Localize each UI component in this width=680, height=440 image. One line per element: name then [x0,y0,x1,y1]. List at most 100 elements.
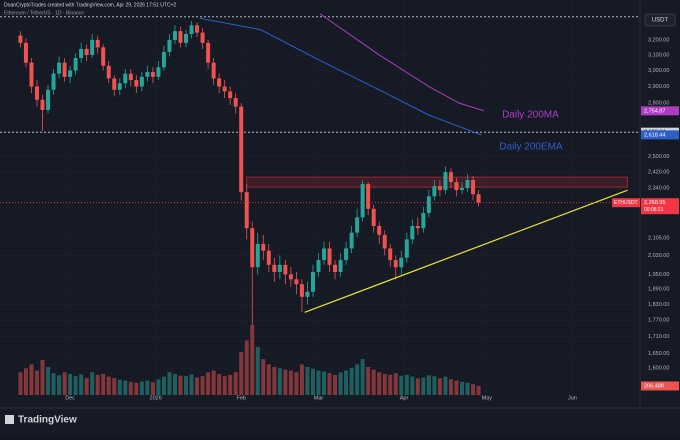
volume-bar [106,376,111,395]
volume-bar [344,370,349,395]
volume-bar [426,375,431,395]
candle-body [437,186,442,191]
y-tick-label: 2,800.00 [648,101,669,107]
volume-bar [23,368,28,395]
candle-body [18,35,23,43]
volume-bar [360,359,365,395]
candle-body [366,184,371,209]
candle-body [421,213,426,229]
candle-body [172,31,177,40]
candle-body [426,196,431,214]
volume-bar [123,380,128,395]
volume-bar [139,381,144,395]
candle-body [79,48,84,59]
candle-body [459,188,464,191]
candle-body [34,86,39,100]
volume-bar [333,374,338,395]
volume-bar [195,377,200,395]
volume-bar [57,375,62,395]
volume-bar [172,374,177,395]
volume-bar [404,374,409,395]
volume-bar [79,374,84,395]
candle-body [189,25,194,35]
candle-body [272,264,277,273]
symbol-label: ETHUSDT [614,200,638,206]
volume-bar [399,375,404,395]
candle-body [139,76,144,87]
brand: TradingView [18,415,77,426]
volume-bar [46,367,51,395]
volume-bar [161,376,166,395]
currency: USDT [652,18,669,24]
volume-bar [432,376,437,395]
volume-bar [371,369,376,395]
candle-body [255,243,260,268]
candle-body [123,73,128,84]
candle-body [283,264,288,275]
volume-bar [471,384,476,395]
candle-body [476,194,481,203]
volume-bar [200,376,205,395]
candle-body [371,208,376,227]
price-label: 2,268.95 [644,200,665,206]
countdown: 00:08:21 [644,207,664,213]
x-tick-label: Jun [568,395,577,401]
volume-bar [228,374,233,395]
y-tick-label: 2,500.00 [648,154,669,160]
candle-body [454,182,459,191]
volume-bar [90,372,95,395]
credit: DoanCryptoTrades created with TradingVie… [4,2,176,8]
volume-bar [476,385,481,395]
y-tick-label: 2,030.00 [648,253,669,259]
candle-body [84,48,89,55]
volume-bar [459,381,464,395]
y-tick-label: 2,900.00 [648,84,669,90]
candle-body [399,257,404,268]
volume-bar [18,372,23,395]
volume-bar [437,378,442,395]
candle-body [465,180,470,189]
volume-bar [393,373,398,395]
volume-bar [184,376,189,395]
candle-body [388,248,393,261]
y-tick-label: 1,950.00 [648,272,669,278]
candle-body [415,226,420,229]
y-tick-label: 2,340.00 [648,186,669,192]
volume-bar [388,374,393,395]
volume-bar [454,380,459,395]
volume-bar [310,368,315,395]
axis-labels: 3,200.00 3,100.00 3,000.00 2,900.00 2,800.00… [65,37,679,401]
volume-bar [382,374,387,395]
x-tick-label: May [482,395,493,401]
y-tick-label: 1,600.00 [648,366,669,372]
volume-bar [62,372,67,395]
candle-body [410,226,415,240]
line-annotation: Daily 200MA [502,109,559,120]
volume-bar [117,379,122,395]
volume-bar [349,367,354,395]
candle-body [360,184,365,218]
candle-body [128,73,133,81]
volume-bar [443,376,448,395]
volume-bar [355,364,360,395]
volume-bar [217,374,222,395]
volume-bar [299,364,304,395]
candle-body [266,250,271,265]
candle-body [288,274,293,280]
volume-bar [84,377,89,395]
candle-body [134,80,139,87]
volume-bar [322,371,327,395]
candle-body [432,186,437,197]
volume-bar [150,382,155,395]
candle-body [244,192,249,229]
volume-bar [305,367,310,395]
candle-body [211,62,216,79]
resistance-zone [246,176,628,188]
volume-bar [95,374,100,395]
volume-bar [377,372,382,395]
volume-bar [101,374,106,395]
volume-bar [178,375,183,395]
candle-body [294,279,299,285]
volume-bar [34,370,39,395]
